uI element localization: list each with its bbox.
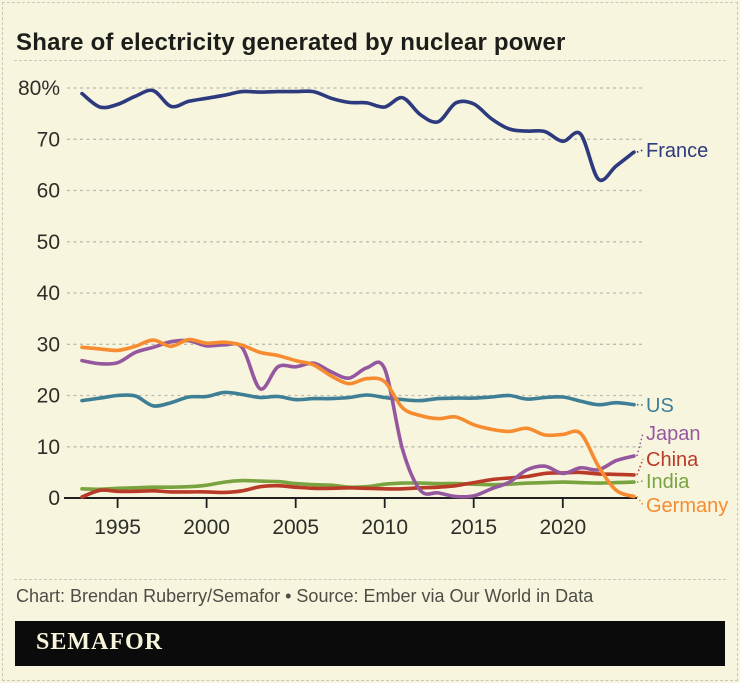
y-tick-label-30: 30	[37, 333, 60, 356]
footer-separator	[14, 579, 726, 580]
x-tick-label-2020: 2020	[539, 516, 586, 539]
x-tick-label-2005: 2005	[272, 516, 319, 539]
x-tick-label-2010: 2010	[361, 516, 408, 539]
line-us	[80, 390, 636, 408]
leader-france	[636, 149, 644, 153]
series-label-china: China	[646, 449, 699, 471]
x-tick-label-1995: 1995	[94, 516, 141, 539]
credit-line: Chart: Brendan Ruberry/Semafor • Source:…	[16, 586, 594, 606]
x-tick-label-2000: 2000	[183, 516, 230, 539]
y-tick-label-10: 10	[37, 436, 60, 459]
y-tick-label-80: 80%	[18, 77, 60, 100]
series-label-us: US	[646, 395, 674, 417]
x-tick-label-2015: 2015	[450, 516, 497, 539]
y-tick-label-40: 40	[37, 282, 60, 305]
leader-india	[636, 480, 644, 483]
leader-china	[636, 458, 644, 476]
series-label-germany: Germany	[646, 495, 728, 517]
line-china	[80, 470, 636, 499]
leader-japan	[636, 432, 644, 457]
line-germany	[80, 337, 636, 499]
chart-title: Share of electricity generated by nuclea…	[16, 29, 566, 57]
line-japan	[80, 338, 636, 499]
semafor-wordmark: SEMAFOR	[36, 629, 163, 655]
y-tick-label-50: 50	[37, 231, 60, 254]
semafor-logo-bar: SEMAFOR	[15, 621, 725, 666]
y-tick-label-70: 70	[37, 128, 60, 151]
title-separator	[14, 60, 726, 61]
y-tick-label-20: 20	[37, 385, 60, 408]
series-label-france: France	[646, 140, 708, 162]
y-tick-label-60: 60	[37, 180, 60, 203]
series-label-japan: Japan	[646, 423, 701, 445]
line-france	[80, 88, 636, 183]
leader-germany	[636, 496, 644, 506]
series-label-india: India	[646, 471, 690, 493]
y-tick-label-0: 0	[48, 487, 60, 510]
